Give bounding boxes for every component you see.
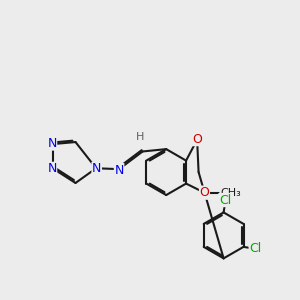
Text: O: O <box>192 133 202 146</box>
Text: O: O <box>200 186 209 199</box>
Text: N: N <box>47 162 57 175</box>
Text: H: H <box>136 132 144 142</box>
Text: Cl: Cl <box>219 194 231 207</box>
Text: Cl: Cl <box>249 242 261 255</box>
Text: N: N <box>92 162 101 175</box>
Text: N: N <box>114 164 124 176</box>
Text: CH₃: CH₃ <box>220 188 241 198</box>
Text: N: N <box>47 137 57 150</box>
